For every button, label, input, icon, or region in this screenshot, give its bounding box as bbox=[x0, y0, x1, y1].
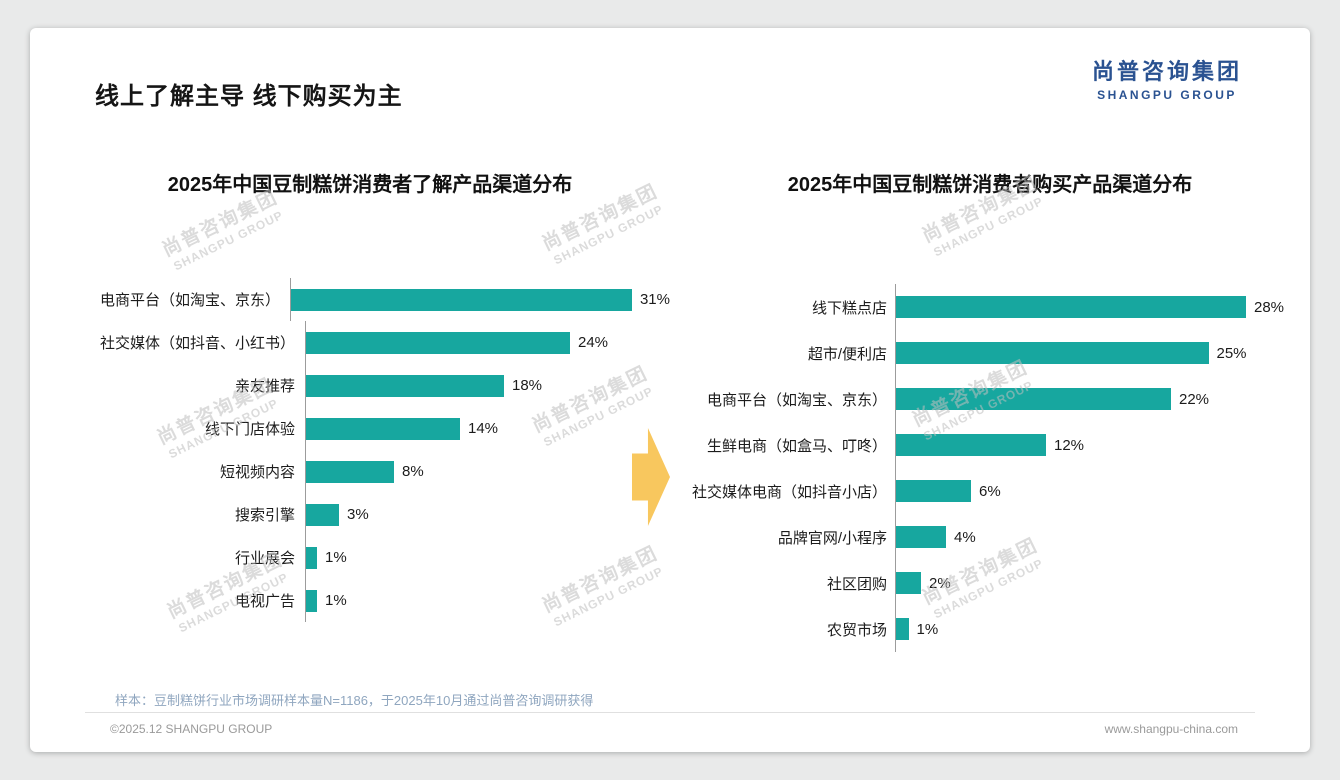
bar bbox=[306, 460, 394, 483]
website-url: www.shangpu-china.com bbox=[1104, 722, 1238, 736]
bar-track: 12% bbox=[895, 422, 1295, 468]
bar-track: 1% bbox=[895, 606, 1295, 652]
value-label: 24% bbox=[578, 334, 609, 351]
bar-track: 14% bbox=[305, 407, 670, 450]
bar bbox=[306, 546, 317, 569]
value-label: 1% bbox=[916, 620, 939, 638]
bar-track: 8% bbox=[305, 450, 670, 493]
bar-track: 2% bbox=[895, 560, 1295, 606]
value-label: 8% bbox=[402, 463, 424, 480]
bar bbox=[896, 618, 909, 640]
chart-awareness-channels: 2025年中国豆制糕饼消费者了解产品渠道分布 电商平台（如淘宝、京东） 31% 社交… bbox=[70, 170, 670, 622]
chart-title: 2025年中国豆制糕饼消费者了解产品渠道分布 bbox=[167, 174, 573, 196]
bar bbox=[306, 589, 317, 612]
bar-row: 电商平台（如淘宝、京东） 22% bbox=[685, 376, 1295, 422]
value-label: 25% bbox=[1216, 344, 1247, 362]
value-label: 1% bbox=[325, 549, 347, 566]
category-label: 生鲜电商（如盒马、叮咚） bbox=[706, 437, 887, 455]
bar-row: 社交媒体（如抖音、小红书） 24% bbox=[70, 321, 670, 364]
value-label: 2% bbox=[929, 574, 951, 592]
category-label: 短视频内容 bbox=[219, 464, 295, 481]
value-label: 3% bbox=[347, 506, 369, 523]
chart-purchase-channels: 2025年中国豆制糕饼消费者购买产品渠道分布 线下糕点店 28% 超市/便利店 25%… bbox=[685, 170, 1295, 652]
category-label: 线下糕点店 bbox=[811, 299, 887, 317]
category-label: 社交媒体电商（如抖音小店） bbox=[691, 483, 887, 501]
bar-track: 24% bbox=[305, 321, 670, 364]
value-label: 31% bbox=[639, 291, 670, 308]
category-label: 农贸市场 bbox=[826, 621, 887, 639]
bar-row: 行业展会 1% bbox=[70, 536, 670, 579]
slide-card: 线上了解主导 线下购买为主 尚普咨询集团 SHANGPU GROUP 2025年… bbox=[30, 28, 1310, 752]
bar-track: 22% bbox=[895, 376, 1295, 422]
bar-track: 1% bbox=[305, 536, 670, 579]
value-label: 22% bbox=[1179, 390, 1210, 408]
bar bbox=[896, 526, 946, 548]
bar-row: 搜索引擎 3% bbox=[70, 493, 670, 536]
bar-track: 4% bbox=[895, 514, 1295, 560]
bar-track: 3% bbox=[305, 493, 670, 536]
bar-track: 18% bbox=[305, 364, 670, 407]
bar-row: 社交媒体电商（如抖音小店） 6% bbox=[685, 468, 1295, 514]
logo-english-text: SHANGPU GROUP bbox=[1097, 88, 1237, 102]
bar bbox=[306, 374, 504, 397]
category-label: 品牌官网/小程序 bbox=[777, 529, 887, 547]
bar-track: 31% bbox=[289, 278, 670, 321]
bar bbox=[306, 331, 570, 354]
category-label: 电商平台（如淘宝、京东） bbox=[99, 292, 280, 309]
bar-row: 亲友推荐 18% bbox=[70, 364, 670, 407]
category-label: 超市/便利店 bbox=[807, 345, 887, 363]
bar bbox=[896, 480, 971, 502]
bar bbox=[896, 434, 1046, 456]
bar-chart: 电商平台（如淘宝、京东） 31% 社交媒体（如抖音、小红书） 24% 亲友推荐 18% 线下… bbox=[70, 278, 670, 622]
bar bbox=[896, 342, 1209, 364]
copyright-text: ©2025.12 SHANGPU GROUP bbox=[110, 722, 273, 736]
page-title: 线上了解主导 线下购买为主 bbox=[95, 83, 403, 110]
sample-note: 样本：豆制糕饼行业市场调研样本量N=1186，于2025年10月通过尚普咨询调研… bbox=[115, 693, 594, 708]
bar-track: 25% bbox=[895, 330, 1295, 376]
bar-row: 线下糕点店 28% bbox=[685, 284, 1295, 330]
footer-divider bbox=[85, 712, 1255, 713]
bar-row: 电视广告 1% bbox=[70, 579, 670, 622]
category-label: 社交媒体（如抖音、小红书） bbox=[99, 335, 295, 352]
bar bbox=[896, 296, 1246, 318]
value-label: 1% bbox=[325, 592, 347, 609]
bar-row: 生鲜电商（如盒马、叮咚） 12% bbox=[685, 422, 1295, 468]
value-label: 4% bbox=[954, 528, 976, 546]
value-label: 12% bbox=[1054, 436, 1085, 454]
bar bbox=[306, 417, 460, 440]
value-label: 28% bbox=[1254, 298, 1285, 316]
bar-track: 1% bbox=[305, 579, 670, 622]
bar bbox=[896, 388, 1171, 410]
bar bbox=[306, 503, 339, 526]
bar bbox=[290, 288, 632, 311]
value-label: 14% bbox=[468, 420, 499, 437]
category-label: 搜索引擎 bbox=[234, 507, 295, 524]
logo-chinese-text: 尚普咨询集团 bbox=[1091, 59, 1242, 84]
bar-row: 电商平台（如淘宝、京东） 31% bbox=[70, 278, 670, 321]
bar-row: 品牌官网/小程序 4% bbox=[685, 514, 1295, 560]
category-label: 线下门店体验 bbox=[204, 421, 295, 438]
value-label: 18% bbox=[512, 377, 543, 394]
company-logo: 尚普咨询集团 SHANGPU GROUP bbox=[1092, 54, 1242, 102]
bar-row: 短视频内容 8% bbox=[70, 450, 670, 493]
category-label: 电视广告 bbox=[234, 593, 295, 610]
category-label: 电商平台（如淘宝、京东） bbox=[706, 391, 887, 409]
bar-track: 6% bbox=[895, 468, 1295, 514]
bar bbox=[896, 572, 921, 594]
category-label: 社区团购 bbox=[826, 575, 887, 593]
bar-chart: 线下糕点店 28% 超市/便利店 25% 电商平台（如淘宝、京东） 22% 生鲜电商（如盒马… bbox=[685, 284, 1295, 652]
bar-row: 线下门店体验 14% bbox=[70, 407, 670, 450]
bar-row: 超市/便利店 25% bbox=[685, 330, 1295, 376]
bar-row: 农贸市场 1% bbox=[685, 606, 1295, 652]
category-label: 行业展会 bbox=[234, 550, 295, 567]
category-label: 亲友推荐 bbox=[234, 378, 295, 395]
chart-title: 2025年中国豆制糕饼消费者购买产品渠道分布 bbox=[787, 174, 1193, 196]
bar-row: 社区团购 2% bbox=[685, 560, 1295, 606]
bar-track: 28% bbox=[895, 284, 1295, 330]
value-label: 6% bbox=[979, 482, 1001, 500]
